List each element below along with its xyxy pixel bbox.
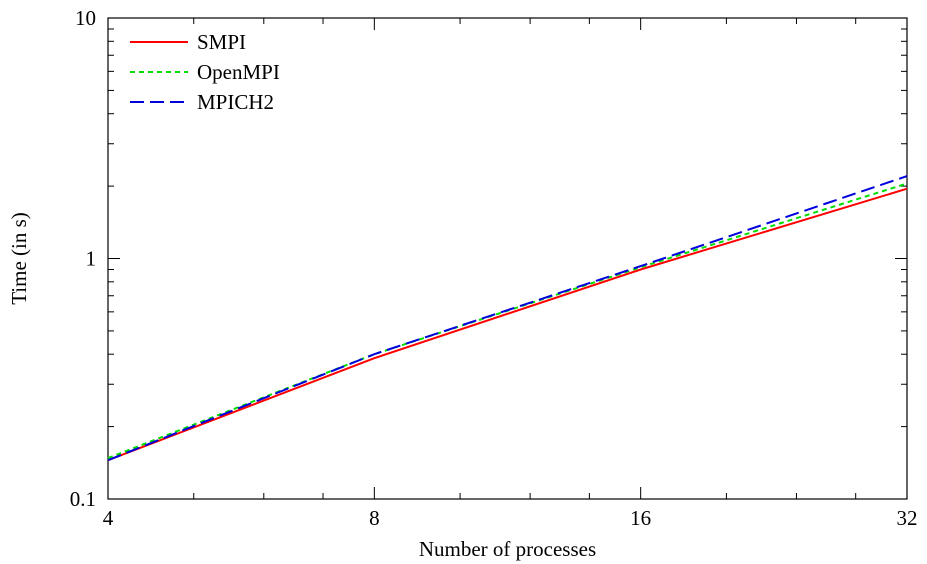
series-layer [107,175,908,462]
series-line-mpich2 [107,175,908,462]
x-tick-label: 8 [369,506,380,530]
y-axis: 0.1 1 10 [70,6,907,511]
x-tick-label: 16 [630,506,651,530]
y-tick-label: 1 [86,247,97,271]
series-line-smpi [107,187,908,462]
legend-label: OpenMPI [197,60,280,84]
x-tick-label: 4 [103,506,114,530]
y-tick-label: 0.1 [70,487,96,511]
x-axis: 4 8 16 32 [103,18,918,530]
x-axis-title: Number of processes [419,537,596,561]
legend-label: SMPI [197,30,246,54]
legend-label: MPICH2 [197,90,274,114]
legend: SMPI OpenMPI MPICH2 [130,30,280,114]
y-axis-title: Time (in s) [7,212,31,305]
y-tick-label: 10 [75,6,96,30]
x-tick-label: 32 [897,506,918,530]
